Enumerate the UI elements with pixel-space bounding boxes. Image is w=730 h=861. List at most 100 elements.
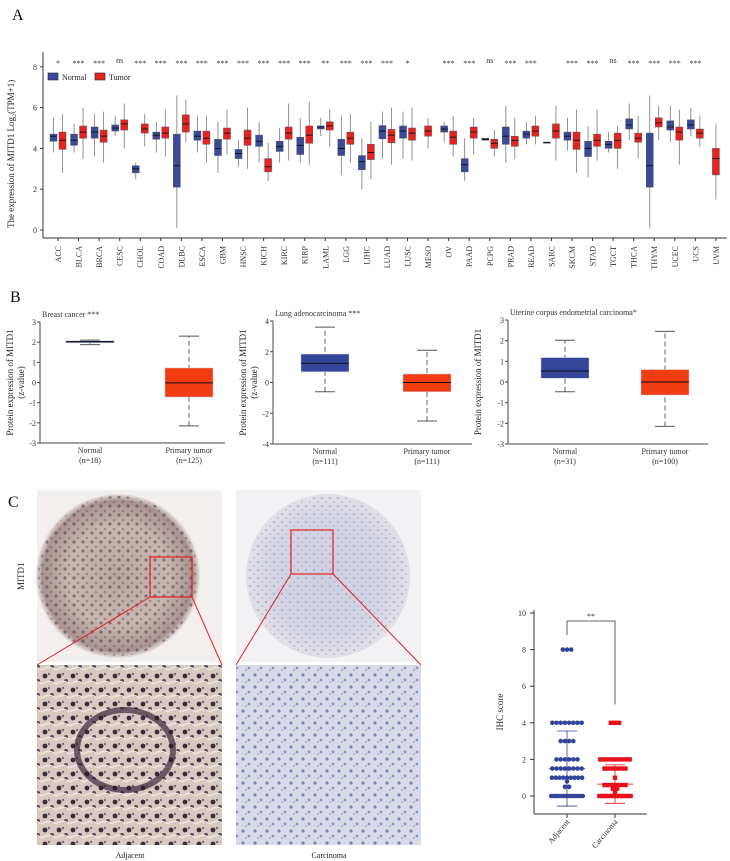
adjacent-zoom-box xyxy=(149,556,193,598)
tumor-dlbc-box xyxy=(182,114,190,133)
x-tick-label-hnsc: HNSC xyxy=(239,246,248,267)
carcinoma-point xyxy=(597,793,602,799)
adjacent-point xyxy=(562,720,568,726)
tumor-tgct-box xyxy=(613,132,622,149)
carcinoma-point xyxy=(602,793,608,799)
carcinoma-magnified-image xyxy=(236,665,421,845)
y-tick-label: 3 xyxy=(32,318,36,327)
normal-paad-box xyxy=(460,158,469,173)
y-axis-title: (z-value) xyxy=(249,366,259,398)
adjacent-point xyxy=(553,775,558,780)
zoom-line xyxy=(332,573,422,666)
y-axis-title: Protein expression of MITD1 xyxy=(238,329,248,435)
carcinoma-point xyxy=(612,720,618,725)
group-n: (n=100) xyxy=(652,457,678,466)
y-tick-label: 3 xyxy=(500,316,504,325)
significance-label: *** xyxy=(258,59,270,68)
y-axis-title: Protein expression of MITD1 xyxy=(473,329,483,435)
y-tick-label: 0 xyxy=(522,792,526,801)
adjacent-point xyxy=(554,757,559,762)
significance-label: * xyxy=(56,59,60,68)
y-tick-label: 10 xyxy=(518,609,526,618)
tumor-prad-box xyxy=(511,135,519,147)
adjacent-point xyxy=(566,784,572,790)
zoom-line xyxy=(235,573,292,666)
normal-box xyxy=(540,357,590,379)
normal-luad-box xyxy=(378,125,387,140)
tumor-kich-box xyxy=(264,158,272,173)
adjacent-point xyxy=(558,720,563,726)
significance-label: *** xyxy=(689,59,701,68)
adjacent-point xyxy=(571,738,576,744)
tumor-ucec-box xyxy=(675,126,684,141)
y-tick-label: -3 xyxy=(497,440,504,449)
tumor-gbm-box xyxy=(223,127,231,140)
normal-read-box xyxy=(522,130,531,139)
y-tick-label: -1 xyxy=(29,399,36,408)
x-tick-label-luad: LUAD xyxy=(383,246,392,268)
zoom-line xyxy=(36,596,151,666)
y-tick-label: -2 xyxy=(29,419,36,428)
x-tick-label-dlbc: DLBC xyxy=(177,246,186,267)
tumor-chol-box xyxy=(140,123,149,134)
tumor-pcpg-box xyxy=(490,138,499,149)
significance-label: *** xyxy=(525,59,537,68)
x-tick-label-paad: PAAD xyxy=(465,246,474,267)
x-tick-label-esca: ESCA xyxy=(198,246,207,267)
panel-label-c: C xyxy=(8,494,19,511)
legend-label-tumor: Tumor xyxy=(109,73,131,82)
y-tick-label: 1 xyxy=(32,358,36,367)
normal-laml-box xyxy=(317,125,325,130)
normal-hnsc-box xyxy=(234,149,243,159)
x-tick-label-kirc: KIRC xyxy=(280,246,289,265)
y-axis-title: (z-value) xyxy=(16,366,26,398)
y-tick-label: 0 xyxy=(500,378,504,387)
carcinoma-point xyxy=(619,766,624,771)
tumor-uvm-box xyxy=(712,148,720,176)
y-tick-label: 2 xyxy=(265,348,269,357)
ihc-images: MITD1 Adjacent Carcinoma xyxy=(16,490,422,860)
group-n: (n=111) xyxy=(414,457,440,466)
x-tick-label-kich: KICH xyxy=(260,246,269,266)
x-tick-label-ucs: UCS xyxy=(691,246,700,262)
adjacent-point xyxy=(568,775,574,780)
tumor-luad-box xyxy=(387,129,396,144)
tumor-ucs-box xyxy=(696,128,704,139)
significance-label: *** xyxy=(648,59,660,68)
panel-label-a: A xyxy=(12,7,24,24)
carcinoma-point xyxy=(610,786,616,791)
x-tick-label-stad: STAD xyxy=(589,246,598,266)
adjacent-point xyxy=(568,647,574,652)
tumor-cesc-box xyxy=(120,119,128,131)
adjacent-point xyxy=(560,647,566,652)
y-tick-label: 4 xyxy=(265,317,269,326)
x-tick-label-chol: CHOL xyxy=(136,246,145,268)
significance-label: *** xyxy=(381,59,393,68)
carcinoma-point xyxy=(614,793,619,799)
significance-label: ** xyxy=(321,59,329,68)
carcinoma-point xyxy=(606,782,611,788)
normal-tgct-box xyxy=(604,141,613,149)
significance-label: *** xyxy=(278,59,290,68)
significance-label: *** xyxy=(587,59,599,68)
x-tick-label-pcpg: PCPG xyxy=(486,246,495,266)
x-tick-label-blca: BLCA xyxy=(75,246,84,268)
significance-label: *** xyxy=(360,59,372,68)
normal-thym-box xyxy=(645,132,654,188)
group-n: (n=111) xyxy=(312,457,338,466)
carcinoma-point xyxy=(623,757,628,762)
adjacent-point xyxy=(557,775,562,780)
carcinoma-point xyxy=(608,793,613,799)
adjacent-point xyxy=(575,720,580,726)
adjacent-point xyxy=(549,775,555,780)
significance-label: ns xyxy=(610,56,617,65)
y-tick-label: -1 xyxy=(497,399,504,408)
x-tick-label-laml: LAML xyxy=(321,246,330,269)
ihc-score-scatter: 0 2 4 6 8 10 IHC score ** Adjacent Carcinoma xyxy=(495,609,647,850)
tumor-hnsc-box xyxy=(243,129,252,146)
significance-label: ** xyxy=(587,612,595,621)
adjacent-point xyxy=(554,720,559,726)
y-tick-label: 0 xyxy=(33,226,37,235)
significance-label: *** xyxy=(93,59,105,68)
group-n: (n=18) xyxy=(79,456,101,465)
